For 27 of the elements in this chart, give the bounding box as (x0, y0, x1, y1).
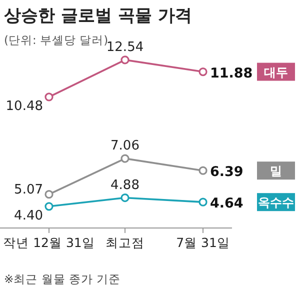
point (120, 154, 130, 163)
text: 옥수수 (258, 196, 294, 210)
data-label: 4.40 (14, 208, 43, 224)
data-label: 4.64 (210, 196, 244, 212)
x-tick-label: 7월 31일 (176, 235, 230, 250)
point (44, 92, 54, 102)
chart-title: 상승한 글로벌 곡물 가격 (4, 6, 192, 26)
data-label: 12.54 (106, 40, 144, 55)
text: 밀 (270, 164, 282, 178)
point (44, 190, 54, 199)
text: ※최근 월물 종가 기준 (4, 272, 121, 286)
data-label: 10.48 (6, 98, 43, 114)
point (120, 193, 130, 202)
point (120, 56, 130, 64)
data-label: 5.07 (14, 182, 43, 198)
text: 대두 (264, 65, 288, 80)
point (198, 198, 208, 206)
data-label: 6.39 (210, 164, 244, 180)
point (198, 166, 208, 175)
x-tick-label: 최고점 (106, 235, 144, 250)
point (198, 67, 208, 76)
point (44, 202, 54, 211)
data-label: 7.06 (110, 138, 140, 154)
data-label: 4.88 (110, 178, 140, 193)
x-tick-label: 작년 12월 31일 (3, 235, 95, 250)
chart-subtitle: (단위: 부셸당 달러) (4, 33, 108, 47)
data-label: 11.88 (210, 65, 253, 82)
